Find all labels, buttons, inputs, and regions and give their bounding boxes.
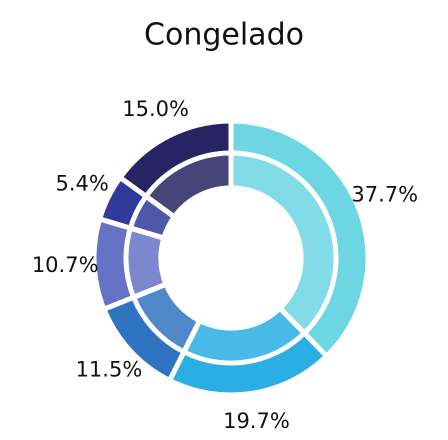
slice-highlight (143, 150, 234, 220)
data-label: 5.4% (55, 172, 108, 196)
data-label: 19.7% (223, 409, 290, 433)
data-label: 11.5% (76, 357, 143, 381)
chart-title: Congelado (144, 18, 304, 53)
slice-highlight (228, 150, 339, 336)
data-label: 10.7% (32, 253, 99, 277)
data-label: 37.7% (351, 182, 418, 206)
data-label: 15.0% (122, 97, 189, 121)
